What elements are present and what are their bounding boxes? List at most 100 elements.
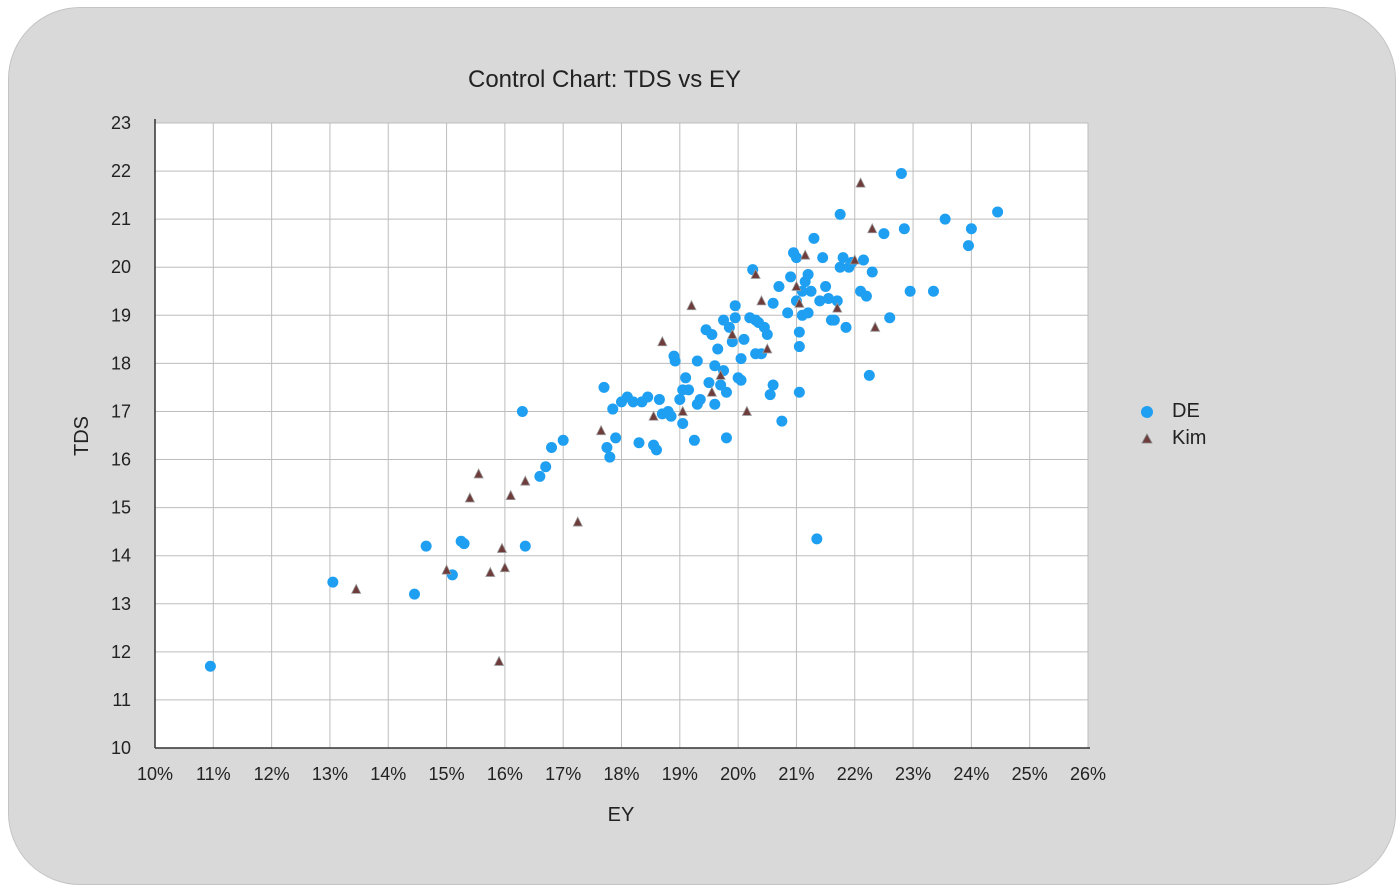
point-de — [706, 329, 718, 341]
point-de — [817, 252, 829, 264]
legend-item-de[interactable]: DE — [1140, 398, 1206, 425]
y-tick-label: 13 — [111, 594, 131, 614]
point-de — [633, 437, 645, 449]
point-de — [557, 434, 569, 446]
plot-frame — [154, 119, 1090, 749]
point-kim — [870, 321, 881, 332]
x-tick-label: 13% — [312, 764, 348, 784]
point-de — [834, 208, 846, 220]
point-de — [669, 355, 681, 367]
point-kim — [741, 405, 753, 416]
point-de — [598, 381, 610, 393]
point-de — [828, 314, 840, 326]
point-de — [665, 410, 677, 422]
point-kim — [750, 268, 761, 279]
y-tick-label: 14 — [111, 546, 131, 566]
point-kim — [496, 542, 508, 553]
point-de — [604, 451, 616, 463]
point-kim — [520, 475, 531, 486]
point-de — [790, 252, 802, 264]
point-de — [785, 271, 797, 283]
y-tick-label: 16 — [111, 450, 131, 470]
y-tick-label: 11 — [112, 690, 131, 710]
x-tick-labels: 10% 11% 12% 13% 14% 15% 16% 17% 18% 19% 20% 21% 22% 2… — [137, 764, 1106, 784]
point-de — [680, 372, 692, 384]
point-de — [793, 341, 805, 353]
point-de — [408, 588, 420, 600]
y-tick-label: 15 — [111, 498, 131, 518]
point-de — [601, 442, 613, 454]
point-de — [820, 280, 832, 292]
y-tick-label: 20 — [111, 257, 131, 277]
x-tick-label: 17% — [545, 764, 581, 784]
point-de — [811, 533, 823, 545]
legend-item-kim[interactable]: Kim — [1140, 425, 1206, 452]
point-de — [834, 261, 846, 273]
x-tick-label: 15% — [429, 764, 465, 784]
point-de — [642, 391, 654, 403]
point-de — [327, 576, 339, 588]
point-de — [691, 355, 703, 367]
point-kim — [499, 561, 511, 573]
point-de — [904, 285, 916, 297]
point-kim — [791, 280, 802, 291]
x-tick-label: 18% — [603, 764, 639, 784]
x-tick-label: 11% — [196, 764, 231, 784]
x-tick-label: 16% — [487, 764, 523, 784]
point-de — [712, 343, 724, 355]
point-kim — [505, 489, 516, 500]
point-de — [802, 307, 814, 319]
y-tick-label: 10 — [111, 738, 131, 758]
point-kim — [464, 492, 476, 503]
point-de — [516, 405, 528, 417]
x-tick-label: 24% — [953, 764, 989, 784]
point-de — [540, 461, 552, 473]
point-de — [898, 223, 910, 235]
point-de — [735, 374, 747, 386]
point-de — [992, 206, 1004, 218]
data-points — [204, 167, 1004, 672]
point-de — [857, 254, 869, 266]
point-de — [204, 660, 216, 672]
x-tick-label: 10% — [137, 764, 173, 784]
x-tick-label: 20% — [720, 764, 756, 784]
point-de — [720, 432, 732, 444]
point-de — [607, 403, 619, 415]
point-kim — [706, 386, 718, 397]
point-kim — [595, 424, 607, 436]
point-de — [878, 228, 890, 240]
y-tick-label: 17 — [111, 401, 131, 421]
y-axis-title: TDS — [71, 416, 93, 456]
point-kim — [441, 564, 452, 575]
point-kim — [756, 294, 767, 306]
x-tick-label: 14% — [370, 764, 406, 784]
point-de — [738, 333, 750, 345]
point-kim — [794, 297, 805, 308]
point-de — [726, 336, 738, 348]
point-kim — [572, 516, 583, 527]
point-kim — [657, 335, 668, 347]
point-de — [802, 268, 814, 280]
point-de — [683, 384, 695, 396]
point-de — [720, 386, 732, 398]
point-de — [793, 386, 805, 398]
x-tick-label: 25% — [1012, 764, 1048, 784]
point-de — [895, 167, 907, 179]
x-tick-label: 26% — [1070, 764, 1106, 784]
point-kim — [677, 405, 688, 416]
point-de — [764, 389, 776, 401]
point-de — [863, 369, 875, 381]
point-de — [831, 295, 843, 307]
point-kim — [686, 299, 697, 311]
point-de — [650, 444, 662, 456]
point-de — [927, 285, 939, 297]
legend-label-de: DE — [1172, 400, 1200, 422]
point-de — [962, 240, 974, 252]
point-de — [703, 377, 715, 389]
point-de — [808, 232, 820, 244]
legend: DE Kim — [1140, 398, 1206, 452]
chart-title: Control Chart: TDS vs EY — [468, 66, 741, 93]
point-kim — [867, 222, 878, 234]
point-kim — [800, 249, 811, 260]
